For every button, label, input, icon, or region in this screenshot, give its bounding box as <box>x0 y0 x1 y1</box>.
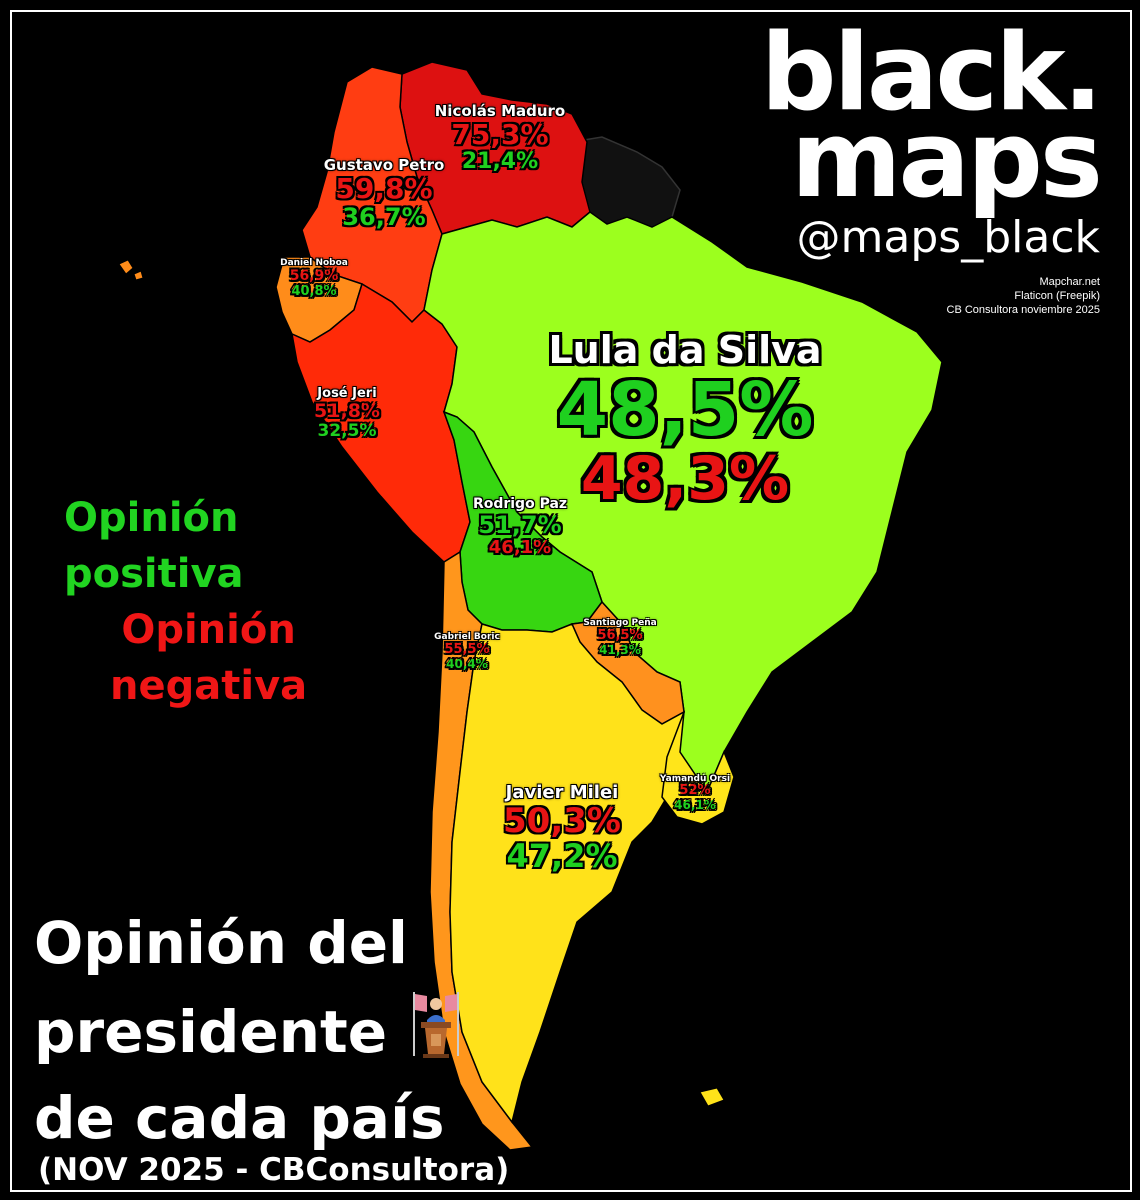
falkland-islands <box>699 1087 725 1107</box>
label-colombia: Gustavo Petro 59,8% 36,7% <box>324 156 445 230</box>
president-name: Rodrigo Paz <box>472 496 568 512</box>
label-paraguay: Santiago Peña 56,5% 41,3% <box>583 618 656 657</box>
legend-negative-line-1: Opinión <box>121 607 296 653</box>
positive-value: 36,7% <box>342 203 426 231</box>
podium-icon <box>413 992 460 1058</box>
positive-value: 41,3% <box>599 643 641 657</box>
label-venezuela: Nicolás Maduro 75,3% 21,4% <box>435 102 565 174</box>
president-name: Yamandú Orsi <box>659 774 731 784</box>
label-ecuador: Daniel Noboa 56,9% 40,8% <box>280 258 348 299</box>
negative-value: 46,1% <box>488 537 552 558</box>
map-title: Opinión del presidente de cada país <box>34 900 465 1161</box>
brand-line-1: black. <box>760 11 1103 134</box>
president-name: Nicolás Maduro <box>434 102 566 120</box>
president-name: Lula da Silva <box>548 328 822 372</box>
president-name: José Jeri <box>317 386 377 401</box>
positive-value: 47,2% <box>506 837 618 875</box>
positive-value: 21,4% <box>461 149 539 174</box>
brand-line-2: maps <box>791 97 1103 221</box>
negative-value: 48,3% <box>580 444 790 514</box>
president-name: Javier Milei <box>505 782 619 803</box>
negative-value: 52% <box>679 783 711 798</box>
negative-value: 75,3% <box>451 118 549 151</box>
map-subtitle: (NOV 2025 - CBConsultora) <box>38 1152 510 1188</box>
legend-positive: Opinión positiva <box>64 490 244 602</box>
positive-value: 51,7% <box>478 511 562 539</box>
legend-negative: Opinión negativa <box>110 602 307 714</box>
president-name: Gustavo Petro <box>323 156 445 174</box>
negative-value: 51,8% <box>314 400 380 422</box>
label-bolivia: Rodrigo Paz 51,7% 46,1% <box>473 496 567 558</box>
credit-line: CB Consultora noviembre 2025 <box>946 304 1100 316</box>
legend-positive-line-1: Opinión <box>64 495 239 541</box>
negative-value: 55,5% <box>444 642 490 657</box>
country-argentina <box>449 623 686 1124</box>
positive-value: 48,5% <box>556 367 814 453</box>
country-uruguay <box>661 711 735 825</box>
positive-value: 40,8% <box>291 284 337 299</box>
president-name: Santiago Peña <box>583 618 657 628</box>
negative-value: 50,3% <box>503 801 621 841</box>
label-chile: Gabriel Boric 55,5% 40,4% <box>434 632 500 671</box>
credit-line: Flaticon (Freepik) <box>1014 290 1100 302</box>
positive-value: 46,1% <box>674 798 716 812</box>
positive-value: 40,4% <box>446 657 488 671</box>
president-name: Gabriel Boric <box>434 632 500 642</box>
credits: Mapchar.net Flaticon (Freepik) CB Consul… <box>947 275 1100 317</box>
title-line-2-text: presidente <box>34 998 388 1066</box>
title-line-3: de cada país <box>34 1084 445 1152</box>
label-brasil: Lula da Silva 48,5% 48,3% <box>548 328 821 510</box>
label-argentina: Javier Milei 50,3% 47,2% <box>503 782 621 873</box>
brand-handle: @maps_black <box>796 211 1100 263</box>
map-frame: black. maps @maps_black Mapchar.net Flat… <box>10 10 1132 1192</box>
legend-negative-line-2: negativa <box>110 663 308 709</box>
negative-value: 56,9% <box>289 268 339 284</box>
president-name: Daniel Noboa <box>280 258 348 268</box>
label-uruguay: Yamandú Orsi 52% 46,1% <box>660 774 730 812</box>
galapagos-islands <box>118 259 144 281</box>
negative-value: 56,5% <box>597 628 643 643</box>
positive-value: 32,5% <box>317 421 377 441</box>
legend-positive-line-2: positiva <box>64 551 244 597</box>
label-peru: José Jeri 51,8% 32,5% <box>314 386 380 441</box>
brand-logo: black. maps @maps_black <box>760 11 1103 263</box>
title-line-2: presidente <box>34 986 465 1075</box>
negative-value: 59,8% <box>335 172 433 205</box>
credit-line: Mapchar.net <box>1039 276 1100 288</box>
title-line-1: Opinión del <box>34 909 408 977</box>
